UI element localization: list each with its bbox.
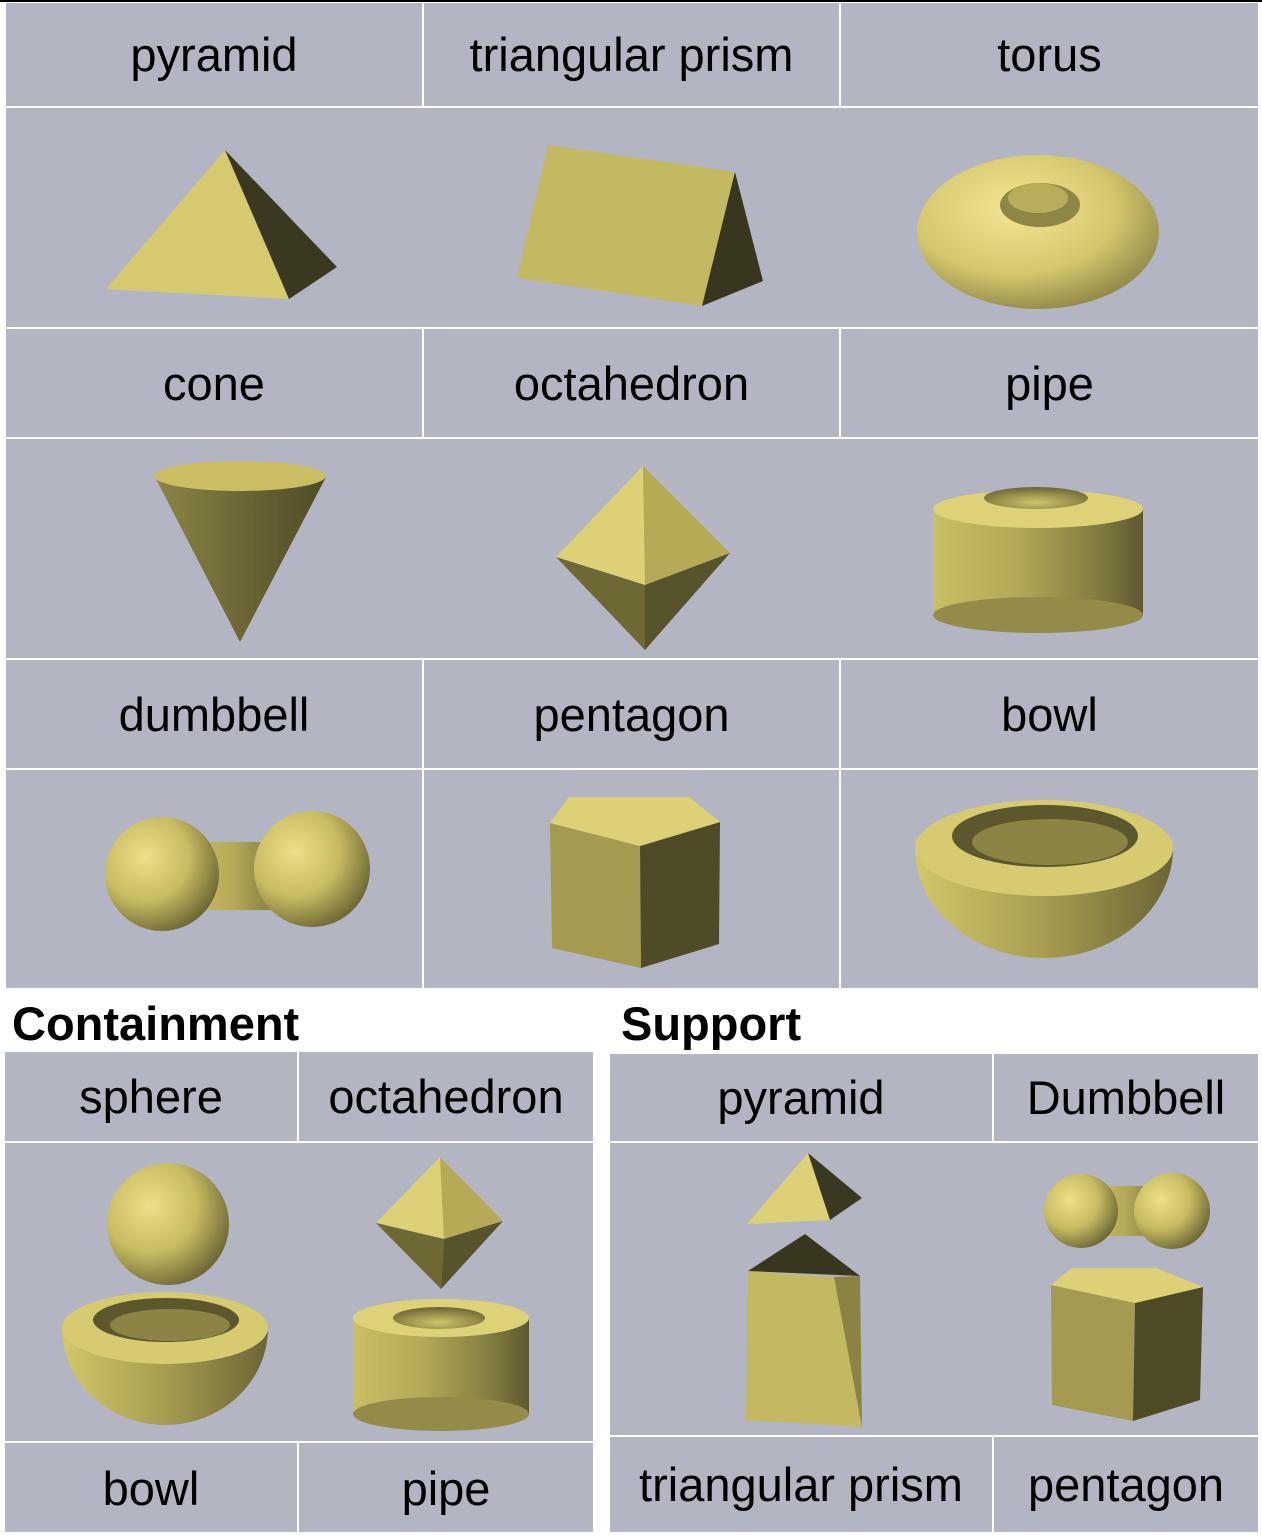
label-bowl: bowl [1001,687,1098,741]
support-title: Support [621,997,802,1050]
grid-shapes [105,145,1173,968]
grid-divider [839,660,841,988]
grid-divider [6,106,1258,108]
panel-divider [5,1441,593,1443]
label-octahedron: octahedron [513,356,750,410]
grid-divider [6,327,1258,329]
label-pyramid: pyramid [130,28,298,81]
cone-shape [154,461,326,642]
grid-divider [6,658,1258,660]
dumbbell-shape [105,811,370,931]
containment-title: Containment [12,997,300,1050]
grid-divider [422,3,424,106]
label-pentagon: pentagon [1027,1458,1225,1511]
panel-divider [992,1054,994,1141]
grid-divider [6,437,1258,439]
label-pentagon: pentagon [533,687,730,741]
pipe-shape [933,487,1143,633]
label-pipe: pipe [401,1462,491,1515]
pyramid-shape [106,150,337,299]
grid-divider [422,660,424,988]
shape-grid: pyramid triangular prism torus cone octa… [6,3,1258,988]
label-bowl: bowl [102,1462,200,1515]
label-dumbbell: Dumbbell [1026,1071,1226,1124]
label-triangular-prism: triangular prism [639,1458,963,1511]
bowl-shape [62,1292,268,1425]
octahedron-shape [376,1157,503,1289]
bowl-shape [915,800,1173,958]
octahedron-shape [556,466,730,650]
grid-divider [6,768,1258,770]
pentagon-prism-shape [1051,1268,1203,1421]
panel-divider [297,1052,299,1141]
torus-shape [917,155,1159,309]
label-dumbbell: dumbbell [118,687,310,741]
panel-divider [992,1437,994,1532]
panel-divider [610,1141,1258,1143]
panel-divider [5,1141,593,1143]
pentagon-prism-shape [550,797,720,968]
grid-divider [839,329,841,437]
grid-divider [839,3,841,106]
sphere-shape [107,1163,229,1285]
triangular-prism-shape [746,1234,862,1427]
label-octahedron: octahedron [328,1070,564,1123]
grid-divider [422,329,424,437]
top-border-line [0,0,1262,2]
panel-divider [297,1443,299,1532]
support-shapes [746,1153,1210,1427]
label-triangular-prism: triangular prism [469,28,794,81]
label-pyramid: pyramid [717,1071,885,1124]
label-torus: torus [997,28,1102,81]
panel-divider [610,1435,1258,1437]
dumbbell-shape [1044,1173,1210,1249]
triangular-prism-shape [517,145,763,306]
pipe-shape [353,1299,529,1431]
support-panel: pyramid Dumbbell triangular prism pentag… [610,1054,1258,1532]
label-cone: cone [163,356,265,410]
containment-panel: sphere octahedron bowl pipe [5,1052,593,1532]
pyramid-shape [747,1153,862,1224]
containment-shapes [62,1157,529,1431]
label-sphere: sphere [79,1070,223,1123]
label-pipe: pipe [1005,356,1094,410]
